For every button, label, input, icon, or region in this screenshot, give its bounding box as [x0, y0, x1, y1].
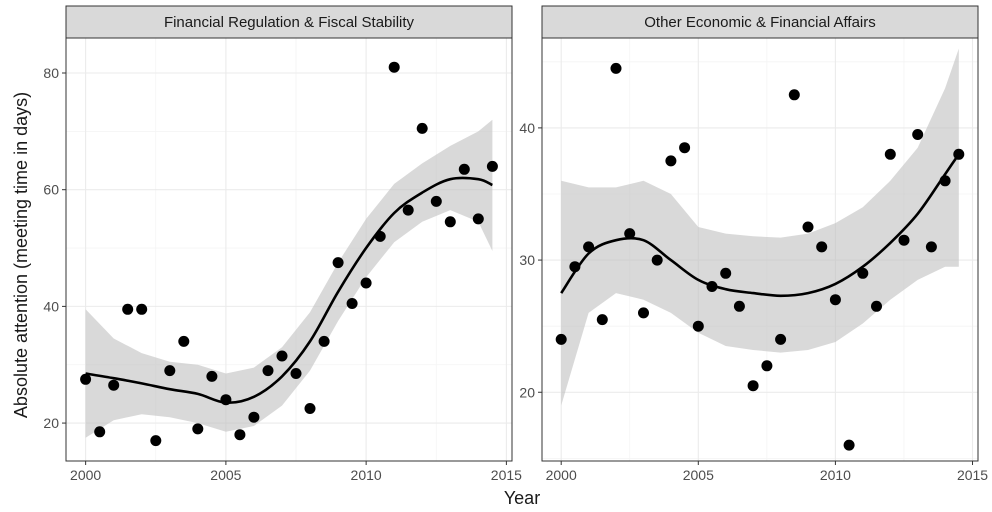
y-tick-label: 20: [43, 415, 59, 431]
data-point: [136, 303, 148, 315]
data-point: [898, 234, 910, 246]
data-point: [871, 300, 882, 312]
data-point: [925, 241, 937, 253]
data-point: [802, 221, 814, 233]
data-point: [788, 89, 800, 101]
data-point: [360, 277, 372, 289]
data-point: [912, 129, 924, 140]
data-point: [276, 350, 288, 362]
panel-strip: [65, 5, 513, 39]
data-point: [857, 267, 869, 279]
data-point: [596, 314, 608, 326]
data-point: [178, 335, 190, 347]
data-point: [472, 213, 484, 225]
y-tick-label: 30: [519, 252, 535, 268]
x-tick-label: 2005: [210, 467, 241, 483]
data-point: [761, 360, 773, 372]
y-tick-label: 20: [519, 384, 535, 400]
x-tick-label: 2005: [683, 467, 714, 483]
data-point: [665, 155, 677, 167]
data-point: [486, 160, 498, 172]
data-point: [304, 403, 316, 414]
x-tick-label: 2010: [351, 467, 382, 483]
data-point: [679, 142, 691, 154]
data-point: [416, 122, 428, 134]
data-point: [290, 368, 302, 379]
data-point: [638, 307, 649, 319]
data-point: [108, 379, 120, 391]
data-point: [816, 241, 828, 253]
data-point: [829, 294, 841, 306]
data-point: [775, 333, 787, 345]
confidence-band: [561, 48, 959, 406]
panel-border: [541, 37, 979, 462]
y-tick-label: 60: [43, 182, 59, 198]
data-point: [624, 228, 636, 240]
data-point: [388, 61, 400, 73]
panel-title: Other Economic & Financial Affairs: [644, 14, 876, 31]
x-tick-label: 2010: [820, 467, 851, 483]
data-point: [122, 303, 134, 315]
data-point: [192, 423, 204, 435]
data-point: [610, 62, 622, 74]
data-point: [248, 411, 260, 423]
x-axis-title: Year: [504, 488, 540, 508]
x-tick-label: 2015: [957, 467, 988, 483]
data-point: [430, 195, 442, 207]
points: [80, 61, 498, 447]
panel-strip: [541, 5, 979, 39]
x-tick-label: 2015: [491, 467, 522, 483]
data-point: [150, 435, 162, 447]
confidence-band: [85, 119, 493, 438]
x-tick-label: 2000: [70, 467, 101, 483]
data-point: [402, 204, 414, 216]
y-tick-label: 80: [43, 65, 59, 81]
data-point: [164, 365, 176, 377]
smooth-line: [85, 176, 493, 405]
data-point: [346, 298, 358, 309]
smooth-line: [560, 153, 960, 298]
data-point: [843, 439, 855, 451]
y-tick-label: 40: [519, 120, 535, 136]
data-point: [747, 380, 759, 392]
data-point: [206, 370, 218, 382]
data-point: [94, 426, 106, 438]
data-point: [234, 429, 246, 441]
data-point: [555, 333, 567, 345]
data-point: [884, 148, 896, 160]
data-point: [651, 254, 663, 266]
data-point: [80, 373, 92, 385]
panel-border: [65, 37, 513, 462]
data-point: [262, 365, 274, 377]
data-point: [692, 320, 704, 332]
data-point: [733, 300, 745, 312]
y-axis-title: Absolute attention (meeting time in days…: [11, 92, 31, 418]
points: [555, 62, 965, 451]
y-tick-label: 40: [43, 298, 59, 314]
data-point: [720, 267, 732, 279]
data-point: [444, 216, 456, 228]
data-point: [332, 257, 344, 269]
panel-financial-regulation: Financial Regulation & Fiscal Stability 2…: [43, 5, 522, 483]
grid: [66, 38, 512, 461]
data-point: [458, 163, 470, 175]
panel-title: Financial Regulation & Fiscal Stability: [164, 14, 415, 31]
x-tick-label: 2000: [546, 467, 577, 483]
data-point: [318, 335, 330, 347]
panel-other-economic: Other Economic & Financial Affairs 2000 20…: [519, 5, 988, 483]
